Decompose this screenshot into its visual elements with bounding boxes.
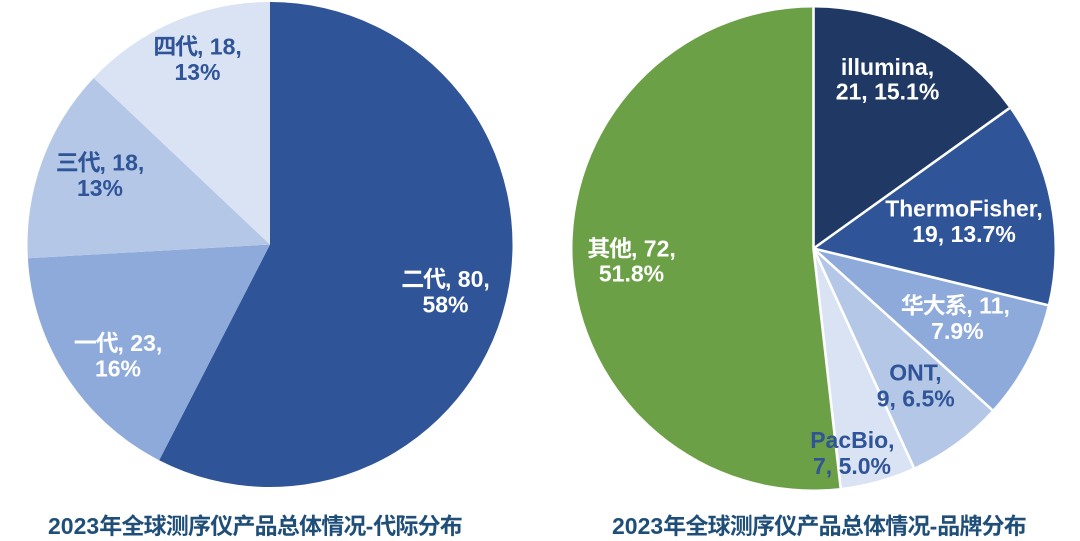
svg-text:19, 13.7%: 19, 13.7% [912,221,1016,247]
svg-text:ThermoFisher,: ThermoFisher, [885,196,1043,222]
svg-text:2023: 2023 [48,513,99,539]
svg-text:13%: 13% [174,59,220,85]
svg-text:7.9%: 7.9% [931,318,983,344]
svg-text:, 23,: , 23, [118,330,163,356]
svg-text:-: - [930,513,938,539]
svg-text:9, 6.5%: 9, 6.5% [877,385,955,411]
svg-text:PacBio,: PacBio, [810,427,894,453]
svg-text:2023: 2023 [612,513,663,539]
svg-text:-: - [366,513,374,539]
svg-text:51.8%: 51.8% [599,261,664,287]
svg-text:13%: 13% [77,175,123,201]
svg-text:, 11,: , 11, [966,293,1009,319]
svg-text:, 18,: , 18, [197,34,242,60]
svg-text:, 72,: , 72, [631,236,676,262]
svg-text:, 80,: , 80, [445,266,490,292]
svg-text:7, 5.0%: 7, 5.0% [813,453,891,479]
svg-text:, 18,: , 18, [100,150,145,176]
svg-text:illumina,: illumina, [841,54,934,80]
svg-text:16%: 16% [95,356,141,382]
svg-text:58%: 58% [422,292,468,318]
svg-text:21, 15.1%: 21, 15.1% [836,79,940,105]
svg-text:ONT,: ONT, [889,360,941,386]
